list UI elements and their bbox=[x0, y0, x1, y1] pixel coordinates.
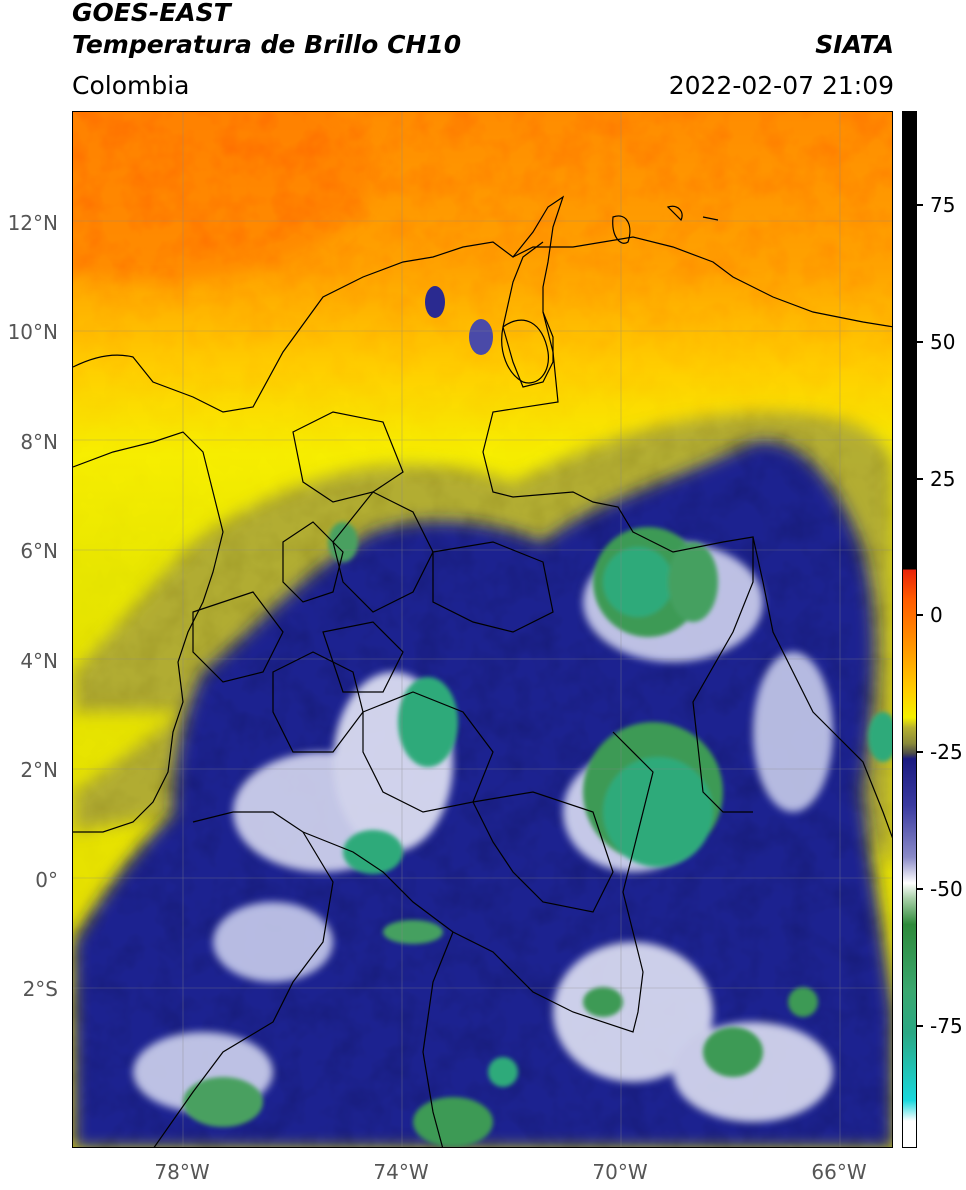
northern-cells bbox=[425, 286, 493, 355]
borders bbox=[73, 195, 892, 1147]
lat-label-4n: 4°N bbox=[20, 649, 58, 673]
lon-label-66w: 66°W bbox=[811, 1160, 867, 1184]
lon-label-70w: 70°W bbox=[592, 1160, 648, 1184]
brightness-temperature-field bbox=[73, 112, 892, 1147]
colorbar-label-0: 0 bbox=[930, 603, 943, 627]
colorbar-tick bbox=[917, 888, 923, 890]
colorbar-label-neg25: -25 bbox=[930, 740, 963, 764]
graticule bbox=[73, 112, 892, 1147]
lon-label-78w: 78°W bbox=[154, 1160, 210, 1184]
lat-label-10n: 10°N bbox=[7, 320, 58, 344]
satellite-map bbox=[72, 111, 893, 1148]
lon-label-74w: 74°W bbox=[373, 1160, 429, 1184]
colorbar bbox=[902, 111, 917, 1148]
lat-label-0: 0° bbox=[35, 868, 58, 892]
colorbar-tick bbox=[917, 751, 923, 753]
colorbar-label-75: 75 bbox=[930, 193, 956, 217]
colorbar-tick bbox=[917, 1025, 923, 1027]
colorbar-tick bbox=[917, 341, 923, 343]
colorbar-tick bbox=[917, 614, 923, 616]
datetime-label: 2022-02-07 21:09 bbox=[668, 71, 894, 100]
satellite-title: GOES-EAST bbox=[72, 0, 231, 27]
organization-label: SIATA bbox=[815, 30, 894, 59]
colorbar-label-50: 50 bbox=[930, 330, 956, 354]
lat-label-12n: 12°N bbox=[7, 211, 58, 235]
lat-label-6n: 6°N bbox=[20, 539, 58, 563]
colorbar-label-neg50: -50 bbox=[930, 877, 963, 901]
lat-label-2s: 2°S bbox=[22, 977, 58, 1001]
lat-label-8n: 8°N bbox=[20, 430, 58, 454]
colorbar-label-neg75: -75 bbox=[930, 1014, 963, 1038]
colorbar-tick bbox=[917, 478, 923, 480]
region-label: Colombia bbox=[72, 71, 190, 100]
lat-label-2n: 2°N bbox=[20, 758, 58, 782]
colorbar-tick bbox=[917, 204, 923, 206]
product-title: Temperatura de Brillo CH10 bbox=[72, 30, 462, 59]
colorbar-label-25: 25 bbox=[930, 467, 956, 491]
